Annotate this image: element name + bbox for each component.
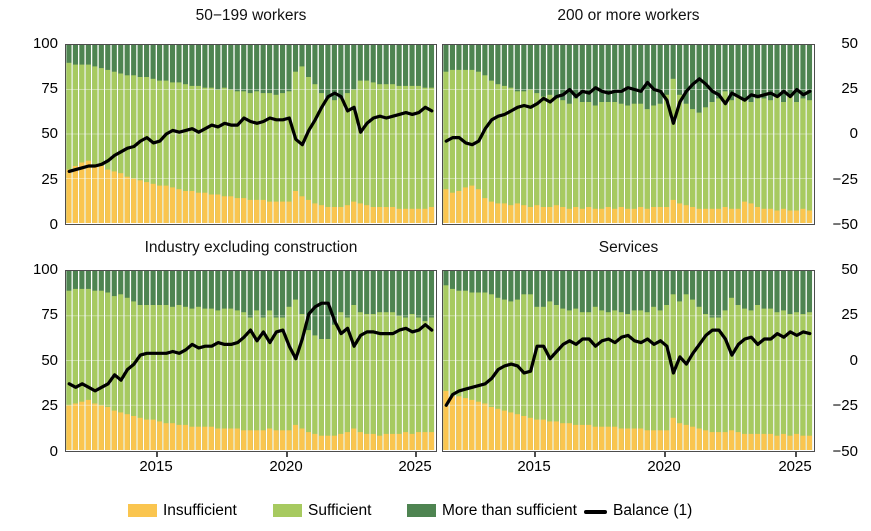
panel-200-or-more-workers [442, 44, 815, 225]
stacked-bar-chart-200-or-more-workers [443, 45, 813, 223]
panel-services [442, 270, 815, 452]
right-axis-label: 25 [841, 306, 858, 323]
right-axis-label: −25 [832, 397, 858, 414]
x-axis-label: 2015 [517, 458, 551, 475]
right-axis-label: 50 [841, 261, 858, 278]
legend-line-balance [584, 510, 607, 514]
left-axis-label: 50 [41, 352, 58, 369]
x-tick-mark [534, 452, 536, 457]
panel-industry-excluding-construction [65, 270, 437, 452]
panel-title-200-or-more-workers: 200 or more workers [557, 7, 700, 24]
legend-label-sufficient: Sufficient [308, 502, 372, 519]
left-axis-label: 100 [32, 261, 58, 278]
panel-title-industry-excluding-construction: Industry excluding construction [144, 239, 358, 256]
stacked-bar-chart-50-199-workers [66, 45, 435, 223]
stacked-bar-chart-services [443, 271, 813, 450]
x-axis-label: 2020 [647, 458, 681, 475]
left-axis-label: 50 [41, 125, 58, 142]
left-axis-label: 75 [41, 306, 58, 323]
stacked-bar-chart-industry-excluding-construction [66, 271, 435, 450]
legend-swatch-more-than-sufficient [407, 504, 436, 517]
right-axis-label: 0 [849, 125, 858, 142]
panel-title-services: Services [598, 239, 659, 256]
left-axis-label: 75 [41, 80, 58, 97]
right-axis-label: −50 [832, 443, 858, 460]
x-axis-label: 2025 [398, 458, 432, 475]
x-tick-mark [795, 452, 797, 457]
right-axis-label: −25 [832, 171, 858, 188]
legend-label-insufficient: Insufficient [163, 502, 237, 519]
right-axis-label: 25 [841, 80, 858, 97]
legend-label-balance: Balance (1) [613, 502, 693, 519]
panel-title-50-199-workers: 50−199 workers [195, 7, 307, 24]
x-axis-label: 2020 [269, 458, 303, 475]
legend-swatch-insufficient [128, 504, 157, 517]
left-axis-label: 0 [49, 443, 58, 460]
legend-swatch-sufficient [273, 504, 302, 517]
panel-50-199-workers [65, 44, 437, 225]
left-axis-label: 25 [41, 397, 58, 414]
x-tick-mark [664, 452, 666, 457]
left-axis-label: 25 [41, 171, 58, 188]
right-axis-label: −50 [832, 216, 858, 233]
x-axis-label: 2015 [139, 458, 173, 475]
right-axis-label: 50 [841, 35, 858, 52]
x-axis-label: 2025 [778, 458, 812, 475]
x-tick-mark [286, 452, 288, 457]
x-tick-mark [156, 452, 158, 457]
right-axis-label: 0 [849, 352, 858, 369]
left-axis-label: 0 [49, 216, 58, 233]
left-axis-label: 100 [32, 35, 58, 52]
legend-label-more-than-sufficient: More than sufficient [442, 502, 577, 519]
x-tick-mark [415, 452, 417, 457]
